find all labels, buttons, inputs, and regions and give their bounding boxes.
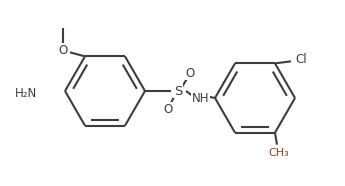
- Text: O: O: [58, 44, 68, 57]
- Text: S: S: [174, 84, 182, 97]
- Text: NH: NH: [192, 92, 209, 105]
- Text: CH₃: CH₃: [269, 148, 289, 158]
- Text: O: O: [185, 67, 195, 79]
- Text: H₂N: H₂N: [15, 86, 37, 100]
- Text: Cl: Cl: [295, 53, 307, 66]
- Text: O: O: [164, 102, 172, 116]
